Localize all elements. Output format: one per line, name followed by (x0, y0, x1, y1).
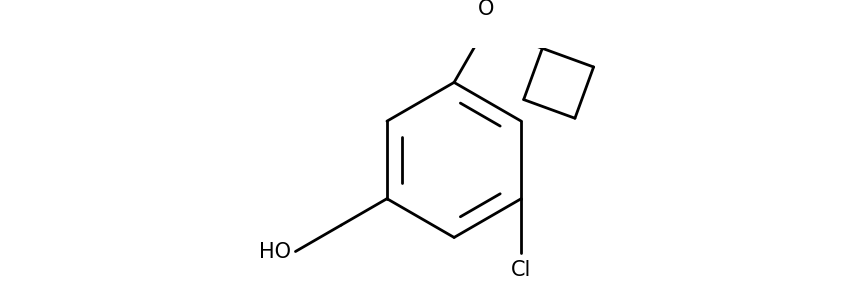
Text: O: O (477, 0, 494, 19)
Text: Cl: Cl (511, 260, 531, 280)
Text: HO: HO (259, 242, 291, 262)
